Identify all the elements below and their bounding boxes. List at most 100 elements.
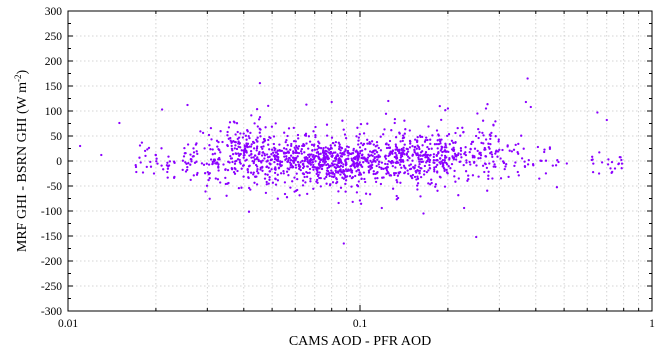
data-point <box>555 186 559 189</box>
data-point <box>310 143 314 146</box>
data-point <box>252 141 255 144</box>
data-point <box>249 188 252 191</box>
data-point <box>307 153 310 157</box>
data-point <box>236 169 239 173</box>
data-point <box>250 143 253 146</box>
data-point <box>385 142 388 145</box>
data-point <box>327 148 331 151</box>
data-point <box>508 149 511 152</box>
data-point <box>489 152 492 155</box>
data-point <box>346 149 350 153</box>
data-point <box>419 195 422 198</box>
data-point <box>253 122 256 125</box>
data-point <box>249 150 253 153</box>
data-point <box>292 150 295 153</box>
data-point <box>394 136 398 139</box>
data-point <box>224 182 227 186</box>
data-point <box>399 140 402 143</box>
data-point <box>218 148 221 152</box>
data-point <box>377 163 380 166</box>
data-point <box>339 149 342 152</box>
data-point <box>428 167 432 170</box>
data-point <box>337 159 340 163</box>
data-point <box>295 172 298 175</box>
data-point <box>294 189 298 192</box>
data-point <box>270 125 274 128</box>
data-point <box>260 154 264 157</box>
data-point <box>337 190 340 193</box>
data-point <box>447 133 451 136</box>
data-point <box>162 168 165 171</box>
data-point <box>291 180 294 183</box>
data-point <box>208 144 211 147</box>
data-point <box>217 140 220 144</box>
data-point <box>503 167 506 171</box>
data-point <box>323 161 326 165</box>
data-point <box>339 173 342 176</box>
data-point <box>361 153 364 156</box>
data-point <box>423 169 426 173</box>
data-point <box>445 163 449 166</box>
data-point <box>289 154 293 157</box>
data-point <box>485 166 489 170</box>
data-point <box>478 152 481 155</box>
data-point <box>166 167 170 170</box>
data-point <box>384 157 388 160</box>
data-point <box>446 107 450 110</box>
data-point <box>186 168 189 172</box>
data-point <box>394 166 397 169</box>
data-point <box>249 131 252 135</box>
data-point <box>418 169 422 173</box>
data-point <box>205 162 208 165</box>
data-point <box>149 165 153 168</box>
data-point <box>192 155 195 158</box>
data-point <box>418 172 421 175</box>
data-point <box>444 142 447 145</box>
data-point <box>314 125 317 129</box>
data-point <box>366 138 369 141</box>
data-point <box>422 212 425 215</box>
data-point <box>317 173 320 177</box>
data-point <box>351 163 354 166</box>
data-point <box>231 152 235 156</box>
data-point <box>377 154 380 158</box>
data-point <box>287 156 291 160</box>
data-point <box>442 167 446 170</box>
data-point <box>168 160 172 163</box>
data-point <box>600 161 604 164</box>
data-point <box>234 133 237 136</box>
data-point <box>379 135 382 138</box>
axis-ticks <box>67 10 652 312</box>
data-point <box>517 142 520 146</box>
data-point <box>155 157 158 160</box>
data-point <box>369 168 372 171</box>
data-point <box>481 131 484 135</box>
data-point <box>407 172 410 175</box>
data-point <box>501 148 504 152</box>
data-point <box>394 151 397 155</box>
data-point <box>227 160 230 163</box>
data-point <box>182 155 186 158</box>
data-point <box>477 127 480 131</box>
data-point <box>355 191 359 194</box>
data-point <box>319 185 322 188</box>
data-point <box>363 156 366 159</box>
data-point <box>243 154 246 157</box>
data-point <box>255 165 259 168</box>
data-point <box>285 196 289 199</box>
data-point <box>319 165 322 168</box>
data-point <box>219 130 222 133</box>
data-point <box>312 168 315 171</box>
data-point <box>274 177 277 181</box>
data-point <box>246 167 249 171</box>
y-axis-title-main: MRF GHI - BSRN GHI (W m <box>15 82 30 252</box>
data-point <box>207 178 210 182</box>
data-point <box>443 185 447 188</box>
data-point <box>516 151 519 154</box>
data-point <box>325 123 329 126</box>
data-point <box>502 161 506 165</box>
data-point <box>227 181 230 185</box>
data-point <box>239 132 242 135</box>
data-point <box>249 145 253 148</box>
data-point <box>278 149 281 152</box>
